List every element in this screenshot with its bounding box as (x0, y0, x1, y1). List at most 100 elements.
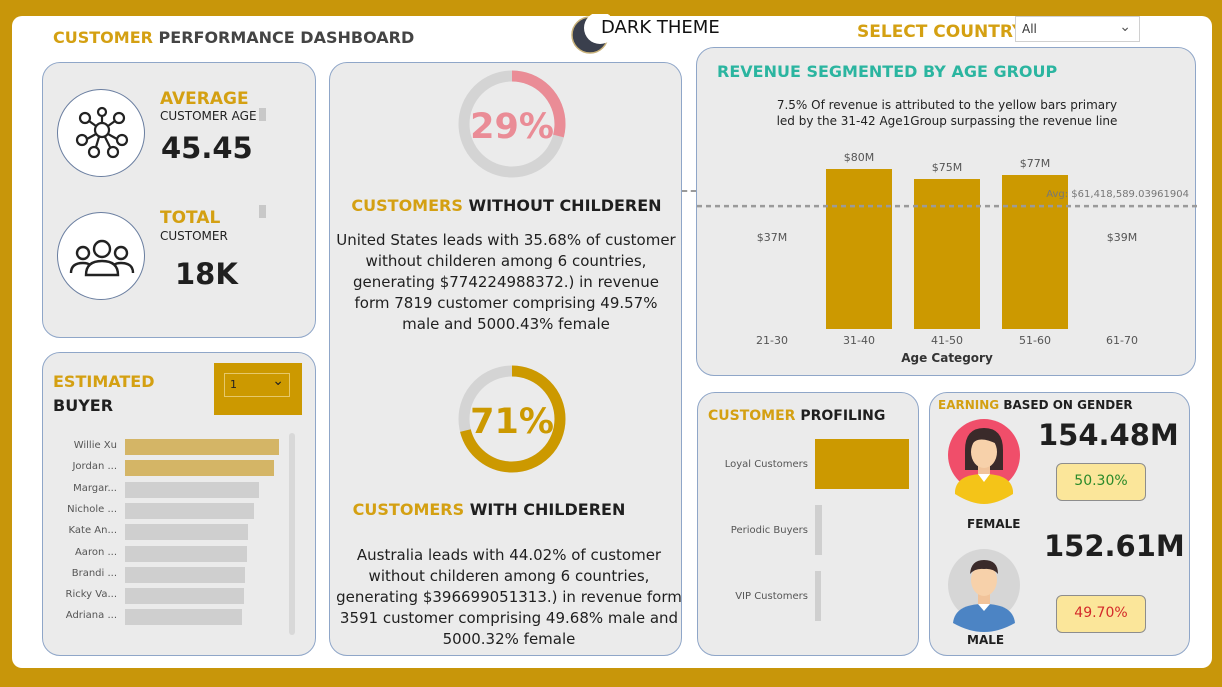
theme-label: DARK THEME (601, 17, 720, 38)
children-card: 29% CUSTOMERS WITHOUT CHILDEREN United S… (329, 62, 682, 656)
x-tick-label: 31-40 (843, 334, 875, 347)
x-tick-label: 21-30 (756, 334, 788, 347)
users-group-icon (57, 212, 145, 300)
avg-age-value: 45.45 (161, 131, 253, 165)
buyer-bar[interactable] (125, 481, 259, 498)
with-title-rest: WITH CHILDEREN (469, 500, 626, 519)
buyer-bar[interactable] (125, 502, 255, 519)
male-label: MALE (967, 633, 1005, 647)
revenue-note-line1: 7.5% Of revenue is attributed to the yel… (776, 98, 1118, 112)
chevron-down-icon: ⌄ (272, 373, 284, 389)
buyer-topn-select[interactable]: 1 ⌄ (224, 373, 290, 397)
female-pct-badge: 50.30% (1056, 463, 1146, 501)
profiling-bar[interactable] (815, 571, 821, 621)
with-title-accent: CUSTOMERS (352, 500, 465, 519)
theme-toggle[interactable]: DARK THEME (570, 14, 740, 56)
buyer-bar[interactable] (125, 588, 244, 605)
revenue-bar[interactable] (1002, 175, 1068, 329)
revenue-bar-value-label: $77M (1020, 157, 1051, 170)
without-children-title: CUSTOMERS WITHOUT CHILDEREN (330, 196, 683, 215)
revenue-bar-value-label: $80M (844, 151, 875, 164)
revenue-bar[interactable] (914, 179, 980, 329)
buyer-title-rest: BUYER (53, 396, 114, 415)
profiling-title-accent: CUSTOMER (708, 408, 796, 424)
buyer-bar[interactable] (125, 439, 279, 455)
buyer-bar[interactable] (125, 524, 249, 541)
total-customer-subtitle: CUSTOMER (160, 229, 228, 243)
buyer-name: Margar... (73, 482, 117, 494)
avg-line-left-stub (682, 190, 696, 192)
with-children-donut (458, 365, 566, 473)
revenue-bar-value-label: $39M (1107, 231, 1138, 244)
kpi-card: AVERAGE CUSTOMER AGE 45.45 TOTAL CUSTOME… (42, 62, 316, 338)
profiling-bar[interactable] (815, 505, 822, 555)
with-children-pct: 71% (470, 402, 554, 442)
x-axis-title: Age Category (901, 351, 993, 365)
male-pct-badge: 49.70% (1056, 595, 1146, 633)
buyer-name: Ricky Va... (65, 589, 117, 601)
without-title-rest: WITHOUT CHILDEREN (468, 196, 662, 215)
buyer-scrollbar[interactable] (289, 433, 295, 635)
gender-card: EARNING BASED ON GENDER 154.48M 50.30% F… (929, 392, 1190, 656)
profiling-bar[interactable] (815, 439, 909, 489)
x-tick-label: 61-70 (1106, 334, 1138, 347)
profiling-card: CUSTOMER PROFILING Loyal Customers Period… (697, 392, 919, 656)
profiling-label: Periodic Buyers (730, 525, 808, 536)
profiling-label: VIP Customers (735, 591, 808, 602)
revenue-bar-chart: $37M 21-30 $80M 31-40 $75M 41-50 $77M 51-60 $39M… (697, 151, 1197, 365)
page-title-rest: PERFORMANCE DASHBOARD (158, 28, 415, 47)
x-tick-label: 41-50 (931, 334, 963, 347)
chevron-down-icon: ⌄ (1119, 19, 1131, 35)
male-earning-value: 152.61M (1044, 529, 1185, 563)
buyer-topn-value: 1 (230, 378, 237, 391)
profiling-title: CUSTOMER PROFILING (708, 408, 885, 424)
revenue-bar-value-label: $37M (757, 231, 788, 244)
moon-icon (571, 14, 610, 54)
revenue-bar[interactable] (826, 169, 892, 329)
buyer-name: Aaron ... (74, 546, 117, 558)
female-label: FEMALE (967, 517, 1021, 531)
with-children-arc (458, 365, 566, 473)
total-customer-title: TOTAL (160, 208, 221, 228)
gender-title-accent: EARNING (938, 398, 1000, 412)
average-line-label: Avg: $61,418,589.03961904 (1046, 189, 1189, 200)
network-users-icon (57, 89, 145, 177)
revenue-bar-value-label: $75M (932, 161, 963, 174)
revenue-title: REVENUE SEGMENTED BY AGE GROUP (717, 62, 1058, 81)
page-title: CUSTOMER PERFORMANCE DASHBOARD (53, 28, 414, 47)
buyer-name: Adriana ... (65, 610, 117, 622)
buyer-filter-panel: 1 ⌄ (214, 363, 302, 415)
buyer-name: Brandi ... (71, 567, 117, 579)
users-group-svg (69, 239, 135, 277)
buyer-name: Willie Xu (73, 440, 117, 451)
country-select-value: All (1022, 22, 1037, 36)
total-customer-value: 18K (175, 257, 238, 291)
gender-title-rest: BASED ON GENDER (1003, 398, 1133, 412)
buyer-name: Jordan ... (72, 461, 117, 473)
buyer-name: Nichole ... (67, 503, 117, 515)
buyer-bar[interactable] (125, 566, 246, 583)
female-avatar-icon (948, 419, 1020, 504)
revenue-card: REVENUE SEGMENTED BY AGE GROUP 7.5% Of r… (696, 47, 1197, 376)
country-select[interactable]: All ⌄ (1015, 16, 1140, 42)
without-children-text: United States leads with 35.68% of custo… (336, 231, 676, 333)
country-label: SELECT COUNTRY (857, 22, 1025, 42)
buyer-bar[interactable] (125, 609, 243, 626)
avg-age-title: AVERAGE (160, 89, 249, 109)
network-users-svg (75, 106, 129, 159)
without-children-arc (458, 70, 566, 178)
buyer-name: Kate An... (68, 525, 117, 537)
female-earning-value: 154.48M (1038, 418, 1179, 452)
x-tick-label: 51-60 (1019, 334, 1051, 347)
buyer-bar[interactable] (125, 460, 275, 477)
without-children-pct: 29% (470, 107, 554, 147)
buyer-bar[interactable] (125, 545, 247, 562)
estimated-buyer-card: ESTIMATED BUYER 1 ⌄ Willie Xu Jordan ... M… (42, 352, 316, 656)
buyer-title-accent: ESTIMATED (53, 372, 155, 391)
without-children-donut (458, 70, 566, 178)
avg-age-subtitle: CUSTOMER AGE (160, 109, 257, 123)
with-children-title: CUSTOMERS WITH CHILDEREN (330, 500, 648, 519)
scroll-marker-2 (259, 205, 266, 218)
gender-title: EARNING BASED ON GENDER (938, 398, 1133, 412)
revenue-note-line2: led by the 31-42 Age1Group surpassing th… (776, 114, 1118, 128)
